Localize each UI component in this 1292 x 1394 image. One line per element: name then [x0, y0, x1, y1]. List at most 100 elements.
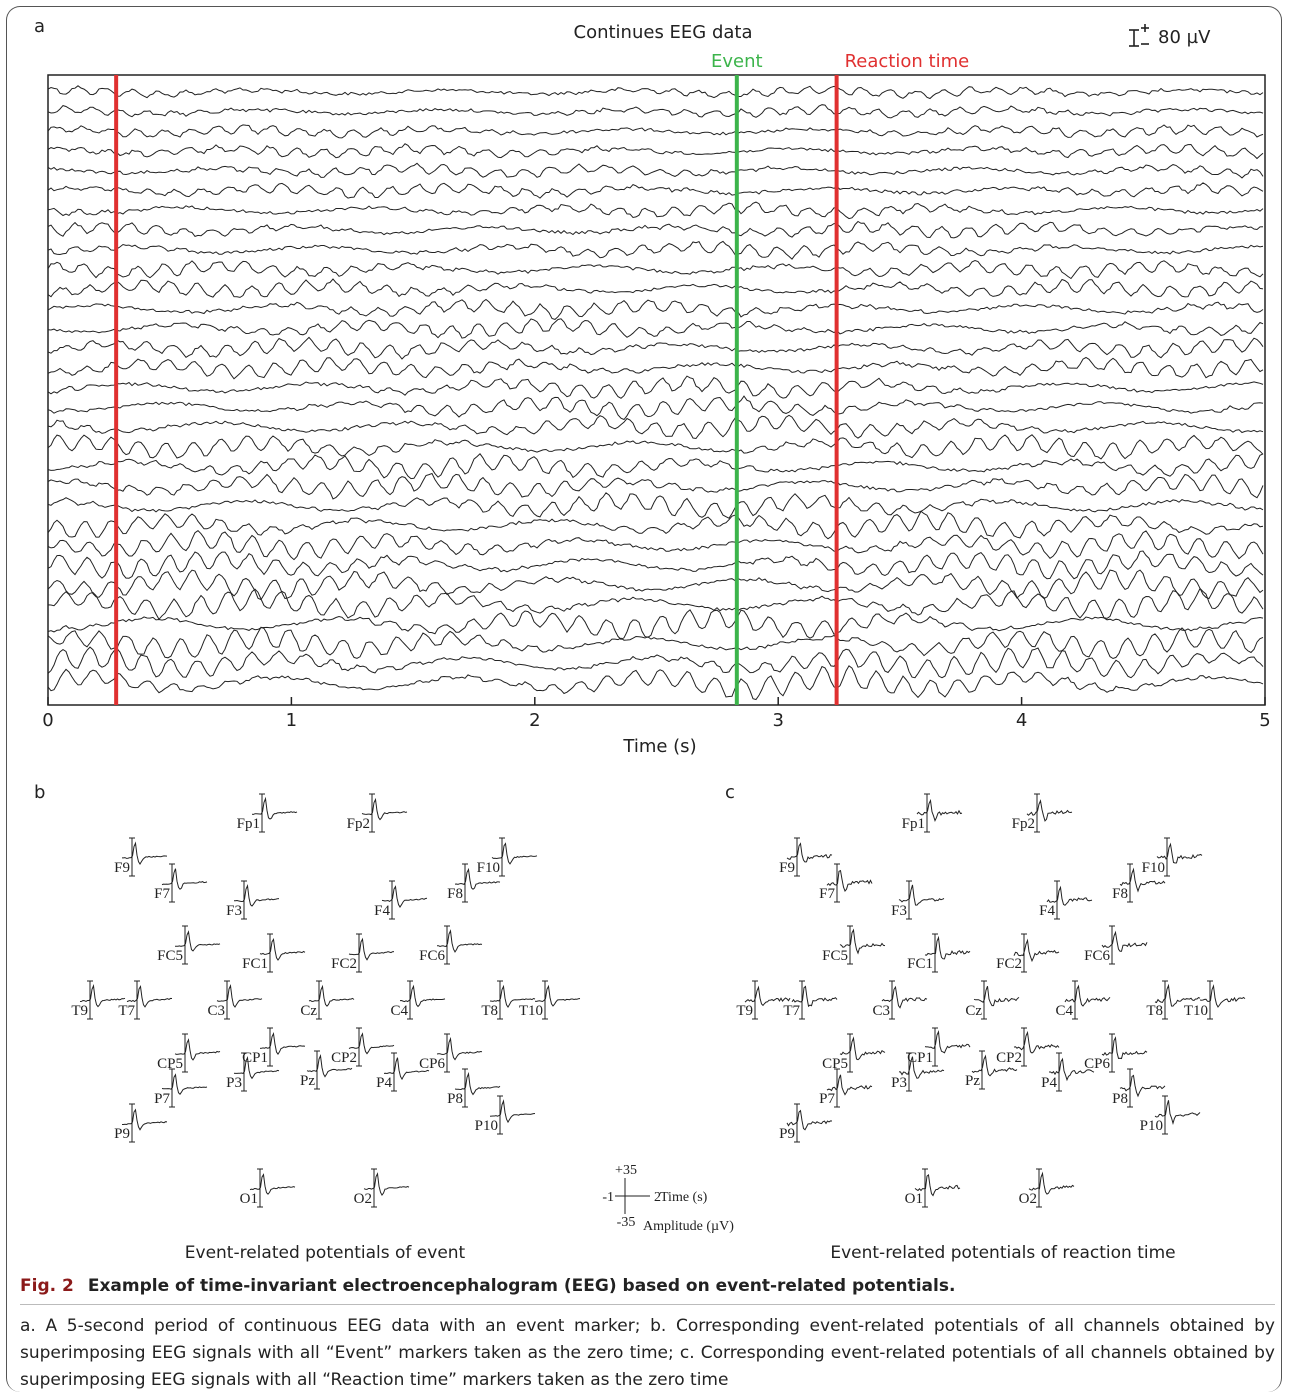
- erp-trace: [971, 1054, 1018, 1077]
- eeg-trace: [47, 395, 1264, 421]
- electrode-label: F3: [891, 903, 907, 919]
- erp-trace: [489, 1099, 536, 1124]
- electrode-label: Fp1: [237, 816, 260, 832]
- erp-trace: [898, 884, 945, 906]
- eeg-trace: [47, 472, 1264, 500]
- electrode-label: C3: [872, 1003, 890, 1019]
- electrode-label: F7: [154, 886, 170, 902]
- figure-frame: [6, 6, 1282, 1392]
- electrode-label: F10: [1142, 860, 1165, 876]
- erp-glyph: [916, 793, 963, 833]
- erp-trace: [924, 1029, 971, 1054]
- erp-trace: [174, 1038, 221, 1061]
- electrode-label: Pz: [300, 1073, 315, 1089]
- eeg-trace: [47, 220, 1264, 239]
- erp-trace: [259, 937, 306, 961]
- x-tick-label: 0: [42, 710, 53, 731]
- erp-glyph: [924, 933, 971, 973]
- erp-trace: [1026, 799, 1073, 822]
- erp-trace: [383, 1057, 430, 1081]
- erp-trace: [489, 984, 536, 1009]
- erp-trace: [79, 984, 126, 1008]
- x-axis-label: Time (s): [622, 736, 696, 757]
- eeg-trace: [47, 375, 1264, 399]
- erp-glyph: [973, 980, 1020, 1020]
- legend-x-label: Time (s): [660, 1190, 708, 1205]
- panel-label: a: [34, 16, 45, 37]
- erp-glyph: [924, 1027, 971, 1067]
- erp-trace: [348, 1032, 395, 1055]
- erp-glyph: [1156, 837, 1203, 877]
- electrode-label: FC5: [822, 948, 848, 964]
- erp-glyph: [1101, 1033, 1148, 1073]
- erp-glyph: [79, 980, 126, 1020]
- erp-trace: [454, 1071, 501, 1096]
- erp-glyph: [363, 1168, 410, 1208]
- electrode-label: P8: [447, 1091, 463, 1107]
- electrode-label: FC1: [907, 956, 933, 972]
- panel-caption: Event-related potentials of reaction tim…: [830, 1243, 1175, 1263]
- erp-trace: [216, 984, 263, 1008]
- eeg-trace: [47, 356, 1264, 380]
- erp-glyph: [233, 1052, 280, 1092]
- erp-trace: [363, 1172, 410, 1197]
- electrode-label: F9: [779, 860, 795, 876]
- electrode-label: O1: [240, 1191, 258, 1207]
- erp-trace: [259, 1032, 306, 1055]
- plot-frame: [47, 74, 1266, 706]
- eeg-trace: [47, 85, 1264, 100]
- electrode-label: P10: [475, 1118, 498, 1134]
- erp-glyph: [898, 880, 945, 920]
- erp-glyph: [122, 837, 168, 877]
- erp-glyph: [161, 1068, 208, 1108]
- erp-glyph: [1046, 880, 1093, 920]
- electrode-label: FC1: [242, 956, 268, 972]
- eeg-trace: [47, 665, 1264, 701]
- electrode-label: Cz: [300, 1003, 317, 1019]
- eeg-trace: [47, 201, 1264, 220]
- eeg-trace: [47, 434, 1264, 460]
- electrode-label: O2: [1019, 1191, 1037, 1207]
- eeg-trace: [47, 298, 1264, 320]
- electrode-label: Fp2: [347, 816, 370, 832]
- electrode-label: F10: [477, 860, 500, 876]
- electrode-label: F4: [374, 903, 390, 919]
- electrode-label: C4: [1055, 1003, 1073, 1019]
- eeg-trace: [47, 318, 1264, 339]
- erp-trace: [1013, 938, 1060, 963]
- erp-trace: [826, 1074, 873, 1096]
- erp-glyph: [1119, 1068, 1166, 1108]
- erp-glyph: [383, 1052, 430, 1092]
- erp-glyph: [122, 1103, 168, 1143]
- eeg-trace: [47, 453, 1264, 480]
- electrode-label: F8: [447, 886, 463, 902]
- erp-glyph: [489, 1095, 536, 1135]
- panel-caption: Event-related potentials of event: [185, 1243, 466, 1263]
- erp-glyph: [744, 980, 791, 1020]
- erp-glyph: [259, 1027, 306, 1067]
- erp-glyph: [436, 1033, 483, 1073]
- erp-trace: [898, 1056, 945, 1079]
- erp-glyph: [259, 933, 306, 973]
- erp-trace: [1064, 984, 1111, 1007]
- erp-trace: [1049, 1057, 1095, 1082]
- erp-trace: [306, 1053, 353, 1078]
- electrode-label: Cz: [965, 1003, 982, 1019]
- x-tick-label: 2: [529, 710, 540, 731]
- erp-trace: [786, 842, 833, 863]
- electrode-label: CP5: [157, 1056, 183, 1072]
- electrode-label: T10: [519, 1003, 543, 1019]
- figure: a Continues EEG data 80 µV Time (s) b c …: [34, 16, 1271, 1263]
- electrode-label: CP6: [1084, 1056, 1110, 1072]
- erp-trace: [251, 796, 298, 820]
- erp-glyph: [1154, 1095, 1201, 1135]
- erp-trace: [122, 1108, 168, 1131]
- erp-glyph: [971, 1050, 1018, 1090]
- erp-trace: [491, 842, 538, 865]
- erp-trace: [924, 935, 971, 960]
- electrode-label: C3: [207, 1003, 225, 1019]
- erp-glyph: [1199, 980, 1246, 1020]
- eeg-trace: [47, 414, 1264, 440]
- electrode-label: F7: [819, 886, 835, 902]
- erp-glyph: [306, 1050, 353, 1090]
